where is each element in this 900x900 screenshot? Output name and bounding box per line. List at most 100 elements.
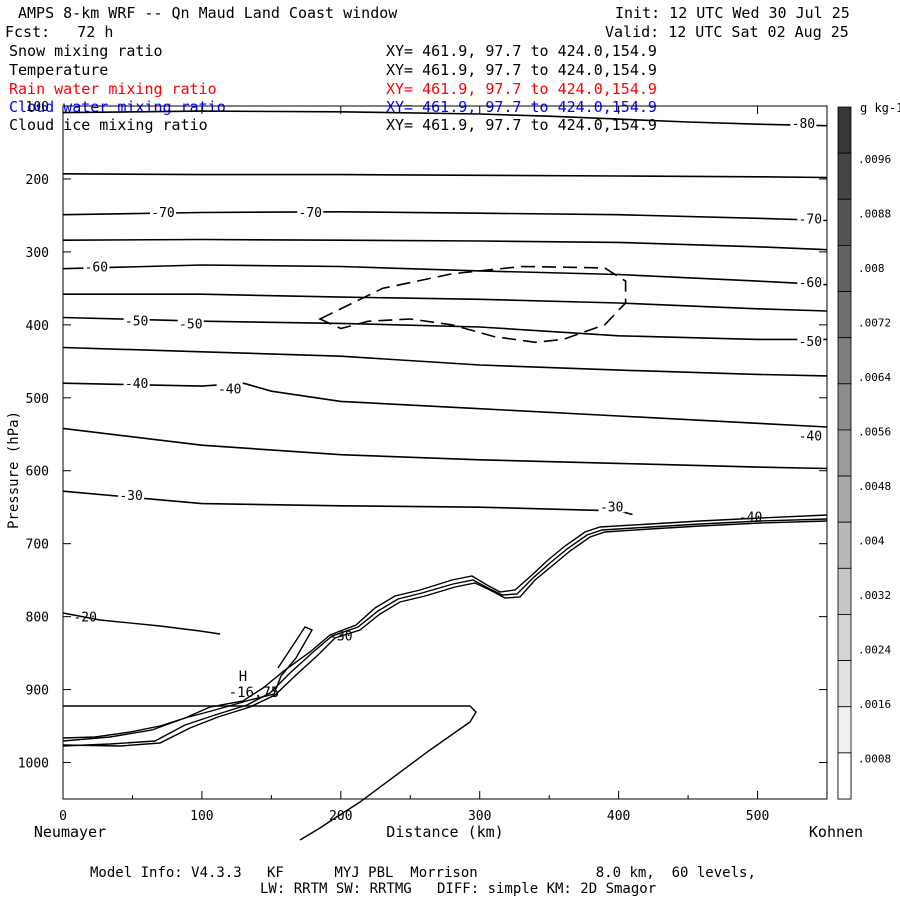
isotherm-group [62,110,828,516]
contour-label-bg [297,204,324,218]
colorbar-label: .004 [858,535,885,548]
x-tick-label: 400 [607,809,630,824]
colorbar-swatch [837,429,852,477]
colorbar-label: .008 [858,262,885,275]
field-name: Temperature [9,61,109,79]
contour-label: -30 [329,630,352,645]
contour-label-bg [598,499,625,513]
y-tick-label: 900 [26,684,49,699]
plot-frame [62,105,828,800]
isotherm-line [62,427,828,470]
contour-label: -30 [119,489,142,504]
colorbar-swatch [837,752,852,800]
terrain-contour [62,626,313,739]
field-xy: XY= 461.9, 97.7 to 424.0,154.9 [386,116,657,134]
contour-label: -70 [799,212,822,227]
init-time: Init: 12 UTC Wed 30 Jul 25 [615,4,850,22]
terrain-group [62,514,828,841]
contour-label: -40 [125,377,148,392]
x-tick-label: 300 [468,809,491,824]
terrain-contour [62,520,828,747]
y-tick-label: 1000 [18,757,49,772]
contour-label-bg [790,115,817,129]
colorbar-label: .0056 [858,426,891,439]
isotherm-line [62,612,221,635]
x-start-label: Neumayer [34,823,106,841]
contour-label-bg [118,487,145,501]
colorbar-swatch [837,198,852,246]
isotherm-line [62,490,633,516]
contour-label-bg [797,211,824,225]
terrain-contour [62,514,828,742]
contour-label-bg [123,376,150,390]
colorbar-label: .0096 [858,153,891,166]
isotherm-line [62,316,827,341]
field-name: Cloud ice mixing ratio [9,116,208,134]
contour-label-bg [797,333,824,347]
y-axis-label: Pressure (hPa) [6,411,22,529]
contour-label-bg [83,259,110,273]
colorbar-label: .0032 [858,589,891,602]
contour-label: -80 [792,117,815,132]
colorbar-unit: g kg-1 [860,101,900,115]
y-tick-label: 600 [26,465,49,480]
contour-label: -70 [299,206,322,221]
isotherm-line [62,110,828,127]
x-end-label: Kohnen [809,823,863,841]
contour-label: -50 [179,317,202,332]
field-xy: XY= 461.9, 97.7 to 424.0,154.9 [386,80,657,98]
field-name: Snow mixing ratio [9,42,163,60]
x-tick-label: 100 [190,809,213,824]
model-physics: LW: RRTM SW: RRTMG DIFF: simple KM: 2D S… [260,881,657,897]
contour-label-group: -80 -70 -70 -70 -60 -60 -50 -50 -50 -40 -40 -40 -30 -… [72,115,824,645]
field-xy: XY= 461.9, 97.7 to 424.0,154.9 [386,42,657,60]
isotherm-line [62,382,828,428]
extremum-marker: H [239,669,247,685]
colorbar-label: .0008 [858,753,891,766]
x-tick-label: 200 [329,809,352,824]
colorbar-swatch [837,660,852,708]
y-tick-label: 700 [26,538,49,553]
contour-label: -50 [799,335,822,350]
isotherm-line [62,173,828,179]
y-tick-label: 300 [26,246,49,261]
contour-label-bg [150,204,177,218]
colorbar-label: .0016 [858,698,891,711]
contour-label-bg [797,274,824,288]
x-axis-label: Distance (km) [386,823,503,841]
contour-label-bg [123,313,150,327]
colorbar-swatch [837,383,852,431]
field-xy: XY= 461.9, 97.7 to 424.0,154.9 [386,61,657,79]
y-tick-label: 100 [26,100,49,115]
contour-label: -50 [125,314,148,329]
isotherm-line [62,210,828,222]
contour-label: -70 [151,206,174,221]
colorbar-swatch [837,475,852,523]
isotherm-line [62,346,828,377]
model-info: Model Info: V4.3.3 KF MYJ PBL Morrison 8… [90,865,756,881]
forecast-hour: Fcst: 72 h [5,23,114,41]
colorbar-swatch [837,521,852,569]
chart-title: AMPS 8-km WRF -- Qn Maud Land Coast wind… [18,4,398,22]
colorbar-label: .0088 [858,208,891,221]
terrain-contour [62,518,828,747]
axis-group: 0 100 200 300 400 500 100 200 300 400 500 600 700 800… [18,100,828,824]
contour-label-bg [72,609,99,623]
isotherm-line [63,705,477,841]
colorbar-swatch [837,244,852,292]
y-tick-label: 800 [26,611,49,626]
contour-label-bg [216,381,243,395]
colorbar-swatch [837,337,852,385]
contour-label-bg [177,316,204,330]
contour-label: -30 [600,500,623,515]
y-tick-label: 200 [26,173,49,188]
contour-label: -60 [799,276,822,291]
contour-label: -40 [799,430,822,445]
colorbar-swatch [837,152,852,200]
field-name: Cloud water mixing ratio [9,98,226,116]
contour-label: -60 [85,260,108,275]
valid-time: Valid: 12 UTC Sat 02 Aug 25 [605,23,849,41]
x-tick-label: 500 [746,809,769,824]
snow-mixing-ratio-contour [318,265,627,344]
